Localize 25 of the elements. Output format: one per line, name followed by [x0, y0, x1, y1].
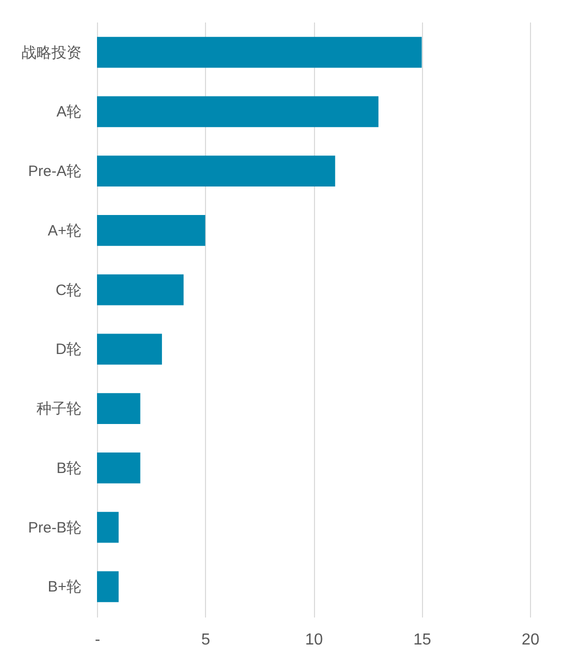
y-tick-label: 种子轮 — [36, 400, 82, 418]
x-tick-label: 20 — [522, 632, 540, 648]
x-tick-label: 5 — [201, 632, 210, 648]
x-tick-label: 15 — [413, 632, 432, 648]
bar — [97, 571, 119, 602]
y-tick-label: Pre-A轮 — [28, 163, 82, 180]
y-tick-label: Pre-B轮 — [28, 519, 82, 536]
y-tick-label: B+轮 — [48, 578, 82, 596]
x-tick-label: - — [94, 632, 100, 648]
y-tick-label: B轮 — [56, 460, 82, 477]
x-tick-label: 10 — [305, 632, 323, 648]
bar — [97, 393, 140, 424]
y-tick-label: A+轮 — [48, 222, 82, 240]
bar — [97, 36, 422, 68]
y-tick-label: C轮 — [56, 282, 82, 299]
bar — [97, 512, 119, 543]
bar — [97, 156, 336, 186]
bar — [97, 274, 184, 306]
y-tick-label: 战略投资 — [22, 44, 82, 62]
y-tick-label: A轮 — [56, 104, 82, 121]
bar — [97, 334, 162, 365]
y-tick-label: D轮 — [56, 341, 82, 358]
bar — [97, 452, 140, 484]
bar — [97, 96, 378, 128]
bar — [97, 214, 206, 246]
